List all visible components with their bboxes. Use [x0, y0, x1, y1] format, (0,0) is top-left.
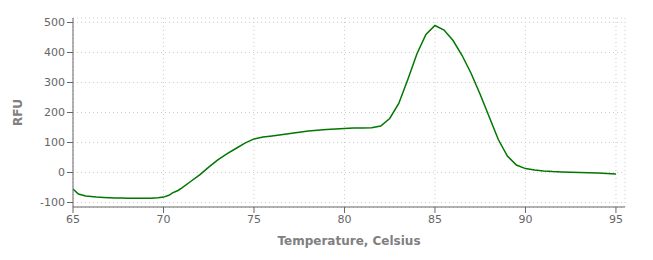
svg-text:0: 0 — [58, 166, 65, 179]
svg-text:Temperature, Celsius: Temperature, Celsius — [277, 234, 420, 248]
svg-text:85: 85 — [428, 213, 442, 226]
svg-text:500: 500 — [44, 16, 65, 29]
svg-text:200: 200 — [44, 106, 65, 119]
svg-text:300: 300 — [44, 76, 65, 89]
svg-text:80: 80 — [337, 213, 351, 226]
svg-text:75: 75 — [247, 213, 261, 226]
svg-text:100: 100 — [44, 136, 65, 149]
svg-text:90: 90 — [518, 213, 532, 226]
svg-text:65: 65 — [66, 213, 80, 226]
svg-text:-100: -100 — [40, 196, 65, 209]
svg-text:400: 400 — [44, 46, 65, 59]
svg-text:95: 95 — [609, 213, 623, 226]
svg-text:70: 70 — [156, 213, 170, 226]
svg-text:RFU: RFU — [11, 99, 25, 126]
